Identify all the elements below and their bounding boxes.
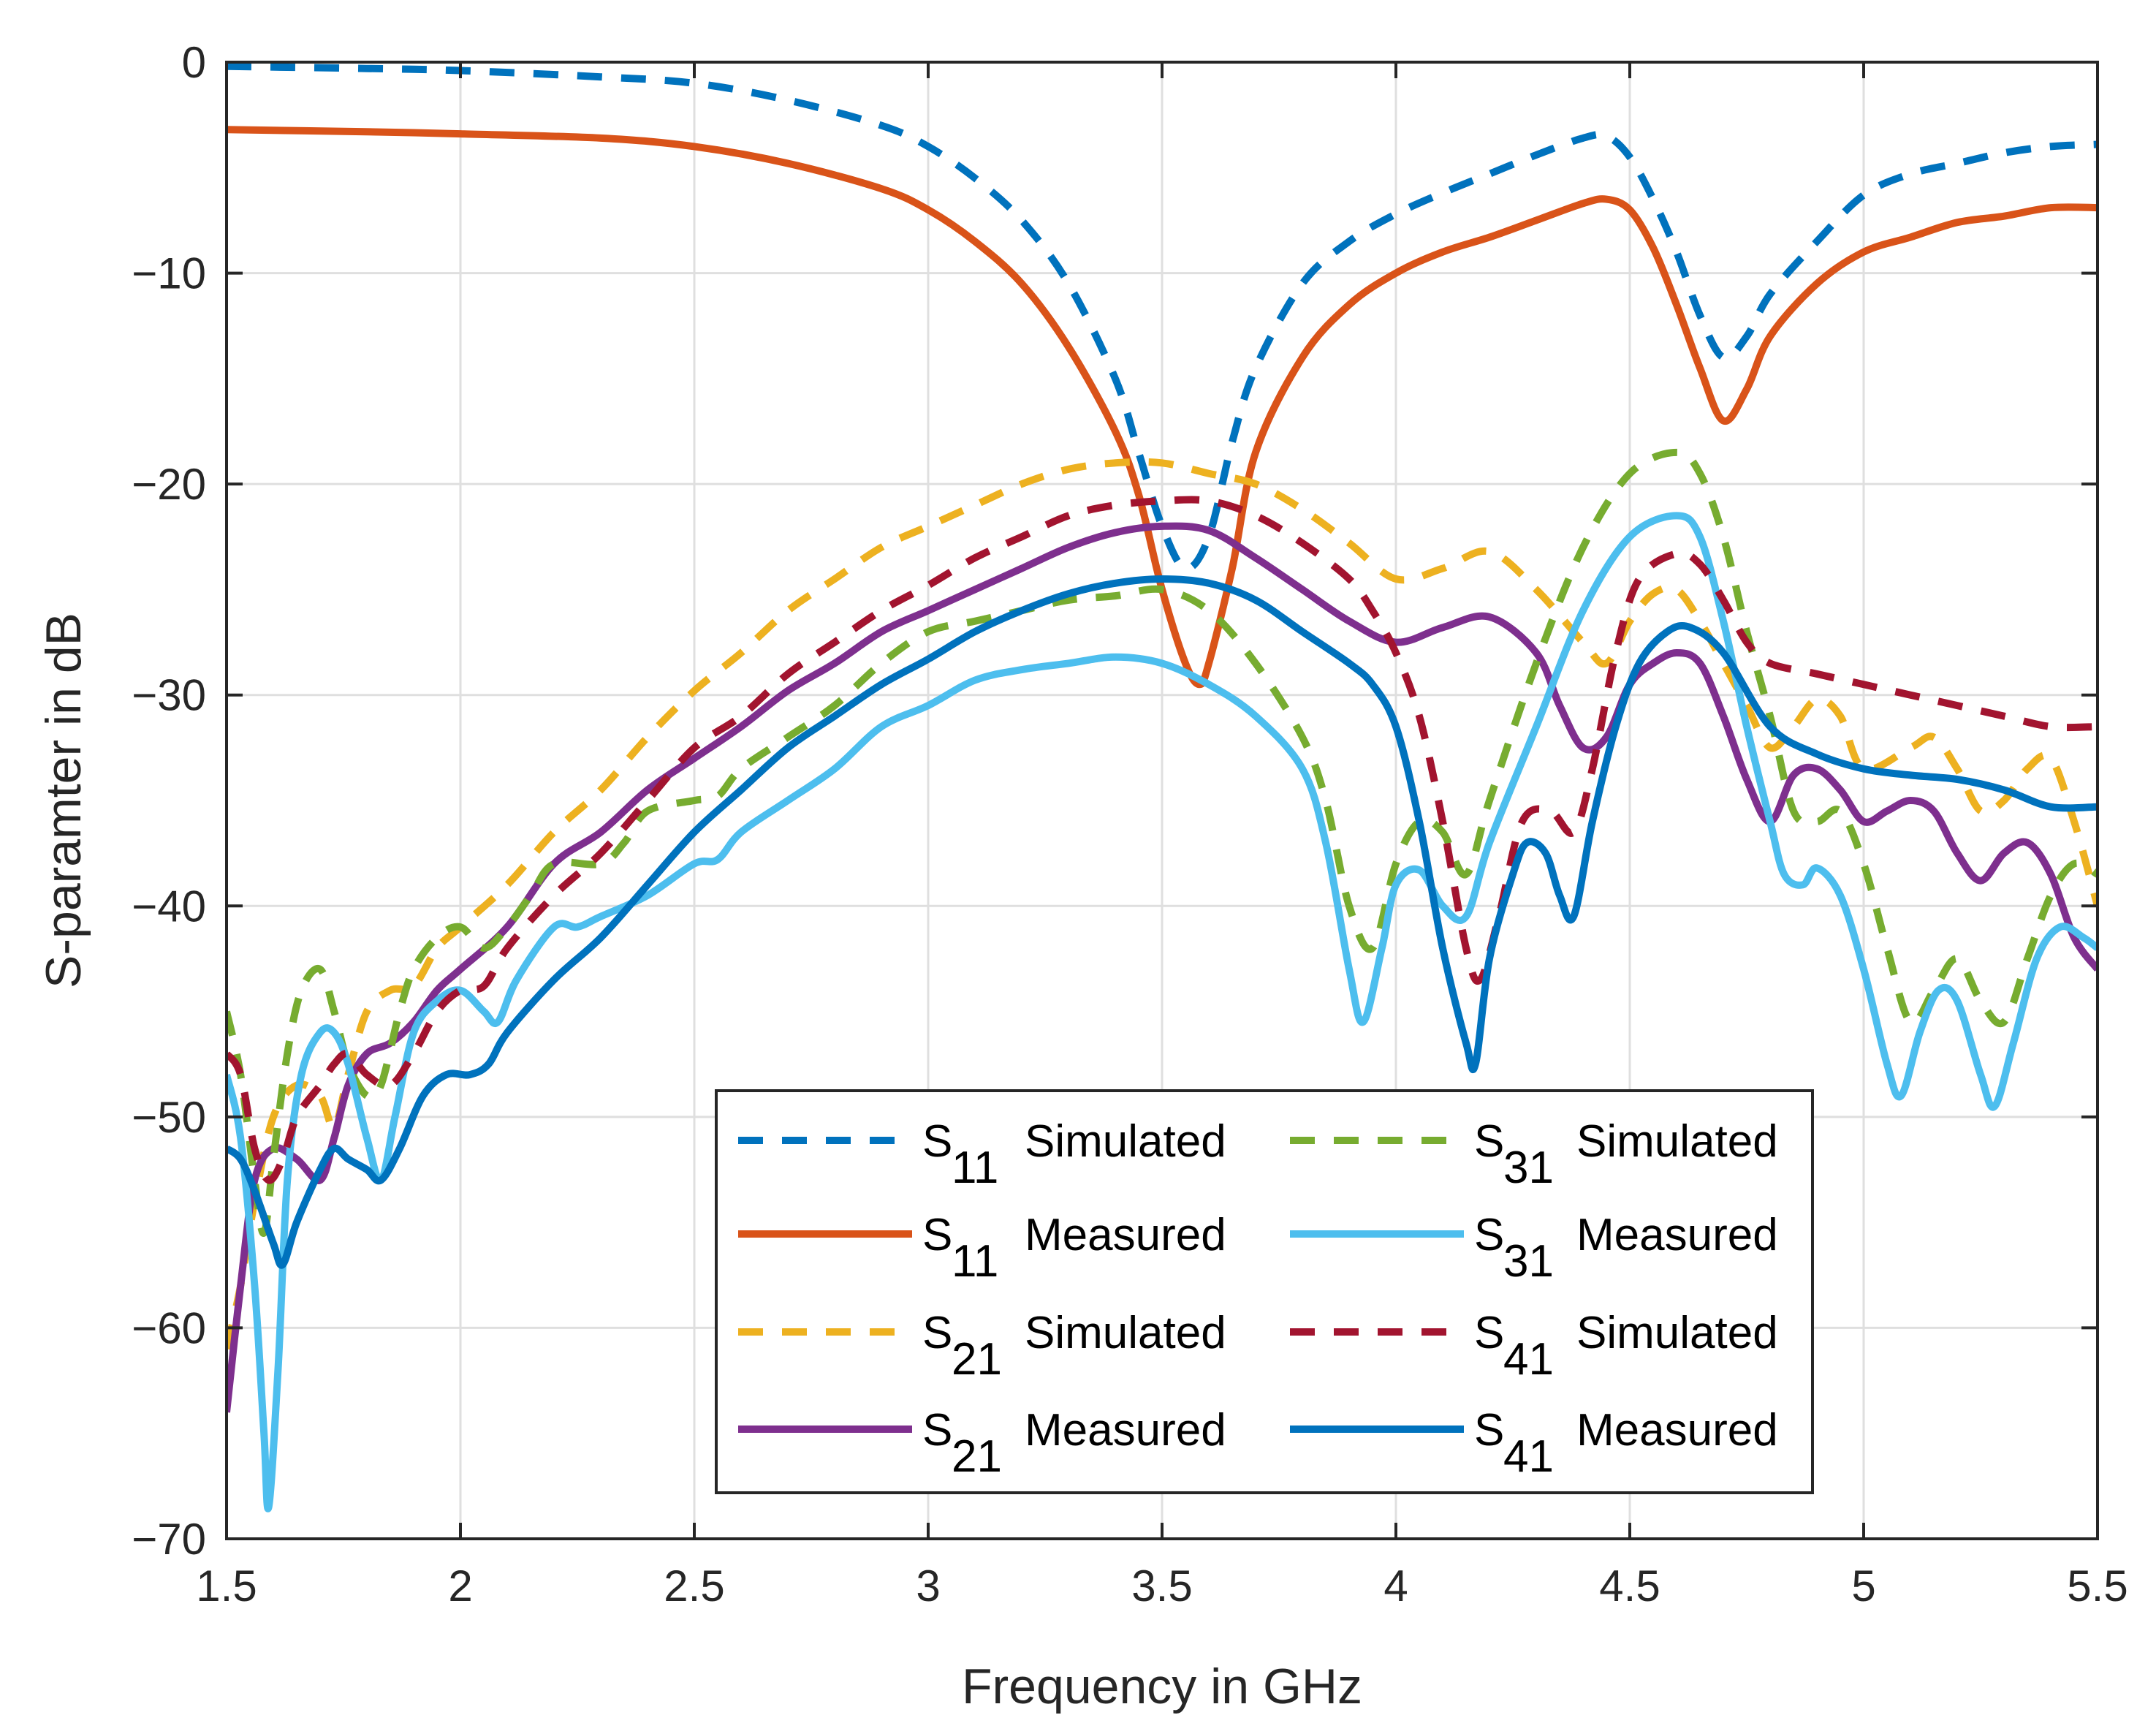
legend-label-s: S (1474, 1308, 1504, 1358)
legend-label-subscript: 31 (1503, 1236, 1554, 1287)
legend-label-text: Measured (1576, 1405, 1778, 1455)
y-axis-title: S-paramter in dB (36, 613, 91, 988)
legend-label-text: Simulated (1025, 1116, 1226, 1167)
legend-label-subscript: 21 (952, 1431, 1002, 1482)
y-tick-label: −10 (132, 249, 206, 298)
x-tick-label: 2.5 (664, 1561, 724, 1610)
legend-label-subscript: 11 (952, 1143, 998, 1193)
series-line-s31-simulated (227, 448, 2098, 1237)
legend-label-s: S (1474, 1210, 1504, 1260)
legend-label-s: S (1474, 1405, 1504, 1455)
legend-label-text: Measured (1576, 1210, 1778, 1260)
x-tick-label: 1.5 (196, 1561, 257, 1610)
series-line-s21-simulated (227, 458, 2098, 1350)
series-line-s11-measured (227, 126, 2098, 689)
legend-label-text: Simulated (1576, 1308, 1778, 1358)
plot-area (227, 62, 2098, 1512)
legend-label-text: Simulated (1576, 1116, 1778, 1167)
legend-label-subscript: 21 (952, 1334, 1002, 1385)
x-tick-label: 3 (916, 1561, 940, 1610)
legend-label-s: S (1474, 1116, 1504, 1167)
x-tick-label: 5.5 (2067, 1561, 2127, 1610)
legend-label-s: S (922, 1308, 952, 1358)
legend-label-subscript: 31 (1503, 1143, 1554, 1193)
y-tick-label: −60 (132, 1303, 206, 1352)
x-tick-label: 4 (1383, 1561, 1408, 1610)
legend-label-text: Simulated (1025, 1308, 1226, 1358)
x-tick-label: 4.5 (1599, 1561, 1660, 1610)
legend-label-subscript: 11 (952, 1236, 998, 1287)
legend: S11SimulatedS11MeasuredS21SimulatedS21Me… (715, 1089, 1814, 1494)
x-tick-label: 3.5 (1131, 1561, 1192, 1610)
y-tick-label: 0 (182, 38, 206, 87)
series-line-s11-simulated (227, 62, 2098, 572)
legend-label-s: S (922, 1405, 952, 1455)
legend-label-text: Measured (1025, 1405, 1226, 1455)
series-line-s21-measured (227, 522, 2098, 1413)
y-tick-label: −30 (132, 671, 206, 720)
x-tick-labels: 1.5 2 2.5 3 3.5 4 4.5 5 5.5 (196, 1561, 2127, 1610)
y-tick-labels: 0 −10 −20 −30 −40 −50 −60 −70 (132, 38, 206, 1564)
x-tick-label: 2 (448, 1561, 472, 1610)
series-line-s41-measured (227, 575, 2098, 1269)
legend-label-s: S (922, 1116, 952, 1167)
x-axis-title: Frequency in GHz (962, 1659, 1362, 1714)
series-line-s41-simulated (227, 496, 2098, 1184)
y-tick-label: −50 (132, 1093, 206, 1142)
axis-ticks (225, 61, 2099, 1540)
legend-label-text: Measured (1025, 1210, 1226, 1260)
series-line-s31-measured (227, 512, 2098, 1512)
y-tick-label: −40 (132, 882, 206, 931)
legend-label-s: S (922, 1210, 952, 1260)
x-tick-label: 5 (1851, 1561, 1875, 1610)
legend-label-subscript: 41 (1503, 1334, 1554, 1385)
legend-label-subscript: 41 (1503, 1431, 1554, 1482)
y-tick-label: −20 (132, 460, 206, 509)
y-tick-label: −70 (132, 1515, 206, 1564)
